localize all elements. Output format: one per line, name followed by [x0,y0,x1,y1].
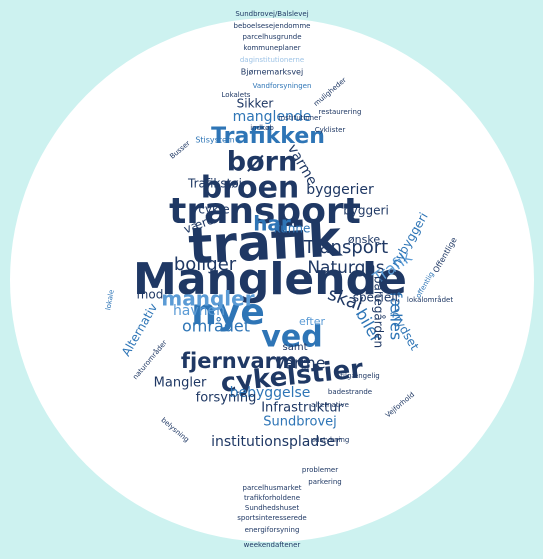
cloud-word: trafikforholdene [244,494,300,502]
cloud-word: mangler [161,287,254,311]
cloud-word: badestrande [328,388,372,396]
cloud-word: Sundbrovej/Balslevej [235,10,308,18]
cloud-word: cykle [198,203,229,217]
cloud-word: byggeri [343,204,389,218]
cloud-word: udstykning [311,436,350,444]
cloud-word: indkøb [250,124,274,132]
cloud-word: forsyning [196,391,257,406]
cloud-word: området [182,317,250,336]
cloud-word: Sikker [237,97,274,111]
cloud-word: Lokalets [222,91,251,99]
cloud-word: ønske [348,233,380,246]
cloud-word: lokale [104,289,115,311]
cloud-word: samt [283,342,308,353]
cloud-word: lokalområdet [407,295,453,304]
cloud-word: parcelhusmarket [243,484,302,492]
cloud-word: Mangler [154,376,207,391]
cloud-word: Transport [303,237,388,258]
cloud-word: bebyggelse [230,385,311,401]
cloud-word: parkering [308,478,341,486]
cloud-word: har [253,212,291,236]
cloud-word: Infrastruktur [261,401,343,416]
cloud-word: alternative [311,401,349,409]
words: trafikManglendetransportnyevedbroenbørnT… [104,10,459,549]
cloud-word: kunne [274,222,311,236]
cloud-word: Varme [274,354,325,373]
cloud-word: parcelhusgrunde [242,33,301,41]
cloud-word: banegården [372,276,386,348]
cloud-word: energiforsyning [245,526,300,534]
cloud-word: Naturgas [307,258,384,278]
cloud-word: mod [137,288,164,302]
cloud-word: boliger [174,254,237,275]
cloud-word: Trafikken [211,124,325,149]
cloud-word: broen [201,171,300,206]
cloud-word: trafik [187,209,344,275]
cloud-word: tilgængelig [340,372,379,380]
cloud-circle [10,18,534,542]
cloud-word: ved [261,320,322,355]
cloud-word: Vandforsyningen [253,82,312,90]
cloud-word: problemer [302,466,338,474]
cloud-word: Bjørnemarksvej [241,68,303,77]
cloud-word: Sundbrovej [263,415,337,430]
cloud-word: kommuneplaner [243,44,300,52]
cloud-word: weekendaftener [244,541,301,549]
cloud-word: fjernvarme [181,349,311,373]
cloud-word: specielt [353,291,400,305]
cloud-word: sportsinteresserede [237,514,307,522]
cloud-word: institutioner [279,114,322,122]
cloud-word: daginstitutionerne [240,56,304,64]
cloud-word: institutionspladser [211,434,341,450]
cloud-word: børn [227,147,297,178]
cloud-word: nye [191,292,265,333]
cloud-word: Manglende [133,254,407,305]
cloud-word: havnen [173,303,225,319]
cloud-word: restaurering [319,108,362,116]
cloud-word: byggerier [306,182,374,198]
cloud-word: manglende [233,109,312,125]
cloud-word: beboelsesejendomme [234,22,311,30]
cloud-word: Cyklister [315,126,346,134]
cloud-word: Sundhedshuset [245,504,299,512]
cloud-word: efter [299,315,326,328]
cloud-word: Trafikstøj [187,177,242,191]
cloud-word: Stisystem [195,136,235,145]
cloud-word: transport [169,191,361,232]
cloud-word: fælles [387,292,406,340]
